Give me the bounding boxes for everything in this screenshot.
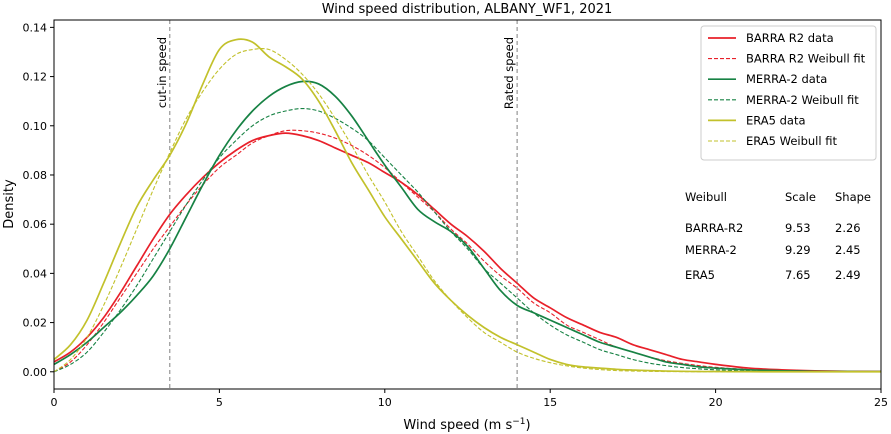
- weibull-table: Weibull Scale Shape BARRA-R2 9.53 2.26 MERRA-2…: [685, 190, 871, 282]
- series-lines: [53, 38, 882, 373]
- table-header-cell: Scale: [785, 190, 816, 204]
- y-tick-label: 0.12: [23, 71, 48, 84]
- series-line: [53, 108, 882, 373]
- legend-label: BARRA R2 Weibull fit: [746, 52, 866, 66]
- table-cell: 2.26: [835, 221, 861, 235]
- y-tick-label: 0.06: [23, 218, 48, 231]
- reference-line-label: Rated speed: [502, 37, 516, 109]
- y-tick-label: 0.02: [23, 317, 48, 330]
- legend-box: [700, 25, 877, 161]
- x-axis-label: Wind speed (m s−1): [403, 417, 530, 433]
- legend-label: MERRA-2 data: [746, 72, 827, 86]
- table-cell: MERRA-2: [685, 243, 737, 257]
- legend-label: BARRA R2 data: [746, 31, 834, 45]
- x-tick-label: 25: [874, 396, 888, 409]
- x-tick-label: 15: [543, 396, 557, 409]
- table-cell: 2.49: [835, 268, 861, 282]
- y-axis-ticks: 0.00 0.02 0.04 0.06 0.08 0.10 0.12 0.14: [23, 21, 54, 379]
- y-tick-label: 0.08: [23, 169, 48, 182]
- table-header-cell: Shape: [835, 190, 871, 204]
- table-cell: 7.65: [785, 268, 811, 282]
- table-header-cell: Weibull: [685, 190, 727, 204]
- legend-label: ERA5 data: [746, 113, 806, 127]
- series-line: [53, 129, 882, 373]
- legend-label: MERRA-2 Weibull fit: [746, 93, 859, 107]
- table-cell: 2.45: [835, 243, 861, 257]
- reference-lines: cut-in speed Rated speed: [155, 20, 518, 389]
- x-tick-label: 0: [51, 396, 58, 409]
- table-cell: BARRA-R2: [685, 221, 743, 235]
- table-cell: 9.53: [785, 221, 811, 235]
- y-tick-label: 0.04: [23, 267, 48, 280]
- y-tick-label: 0.00: [23, 366, 48, 379]
- reference-line-label: cut-in speed: [155, 37, 169, 108]
- y-tick-label: 0.10: [23, 120, 48, 133]
- plot-frame: [53, 19, 882, 390]
- legend-label: ERA5 Weibull fit: [746, 134, 837, 148]
- table-cell: ERA5: [685, 268, 715, 282]
- y-tick-label: 0.14: [23, 21, 48, 34]
- series-line: [53, 48, 881, 373]
- x-tick-label: 5: [216, 396, 223, 409]
- x-tick-label: 20: [709, 396, 723, 409]
- chart-title: Wind speed distribution, ALBANY_WF1, 202…: [322, 2, 613, 17]
- table-cell: 9.29: [785, 243, 811, 257]
- legend: BARRA R2 data BARRA R2 Weibull fit MERRA-2…: [700, 25, 877, 161]
- x-axis-ticks: 0 5 10 15 20 25: [51, 389, 888, 409]
- series-line: [53, 80, 882, 373]
- series-line: [53, 132, 882, 373]
- x-tick-label: 10: [378, 396, 392, 409]
- y-axis-label: Density: [2, 179, 17, 229]
